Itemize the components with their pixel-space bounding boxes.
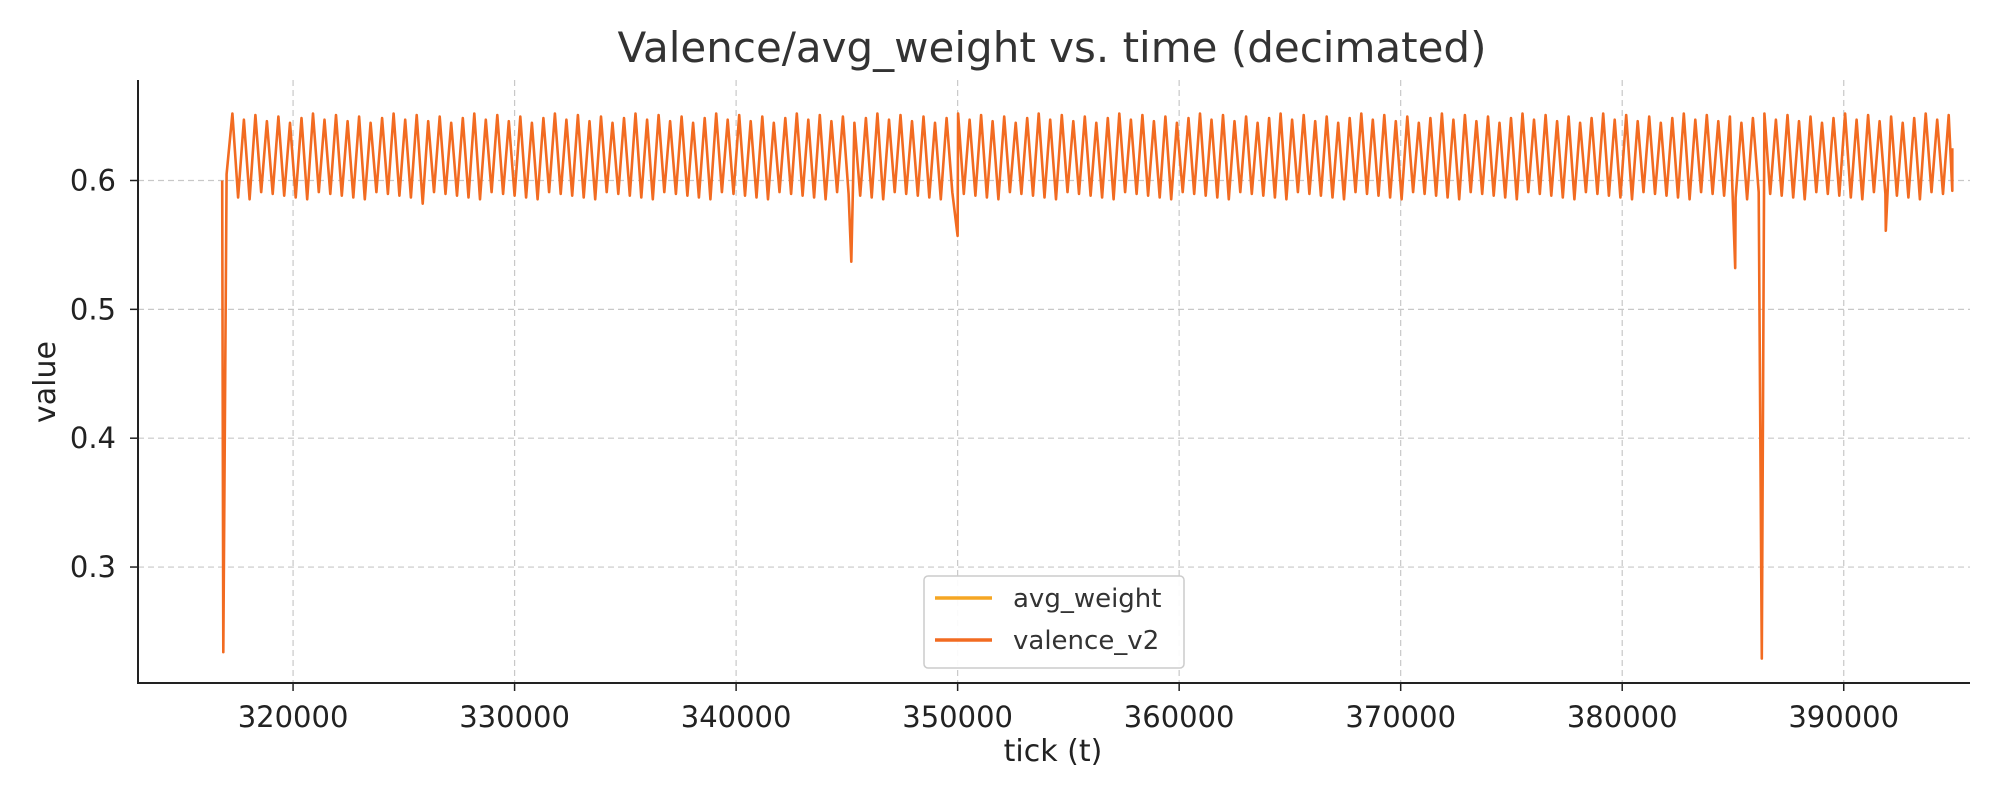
x-ticks: 320000 330000 340000 350000 360000 370000 3800…: [238, 683, 1899, 734]
x-tick-label: 340000: [681, 700, 792, 734]
x-axis-label: tick (t): [1004, 734, 1103, 769]
y-tick-label: 0.5: [70, 292, 116, 326]
legend-label-valence-v2: valence_v2: [1013, 626, 1159, 656]
y-axis-label: value: [28, 341, 63, 423]
y-tick-label: 0.4: [70, 421, 116, 455]
series-layer: [220, 112, 1954, 660]
x-tick-label: 380000: [1567, 700, 1678, 734]
y-tick-label: 0.3: [70, 550, 116, 584]
x-tick-label: 370000: [1345, 700, 1456, 734]
x-tick-label: 390000: [1788, 700, 1899, 734]
y-ticks: 0.3 0.4 0.5 0.6: [70, 164, 138, 584]
x-tick-label: 330000: [459, 700, 570, 734]
x-tick-label: 360000: [1124, 700, 1235, 734]
series-line-valence-v2: [220, 112, 1954, 660]
legend: avg_weight valence_v2: [923, 575, 1185, 669]
y-tick-label: 0.6: [70, 164, 116, 198]
x-tick-label: 320000: [238, 700, 349, 734]
chart-title: Valence/avg_weight vs. time (decimated): [618, 23, 1487, 72]
legend-label-avg-weight: avg_weight: [1013, 584, 1161, 614]
x-tick-label: 350000: [902, 700, 1013, 734]
